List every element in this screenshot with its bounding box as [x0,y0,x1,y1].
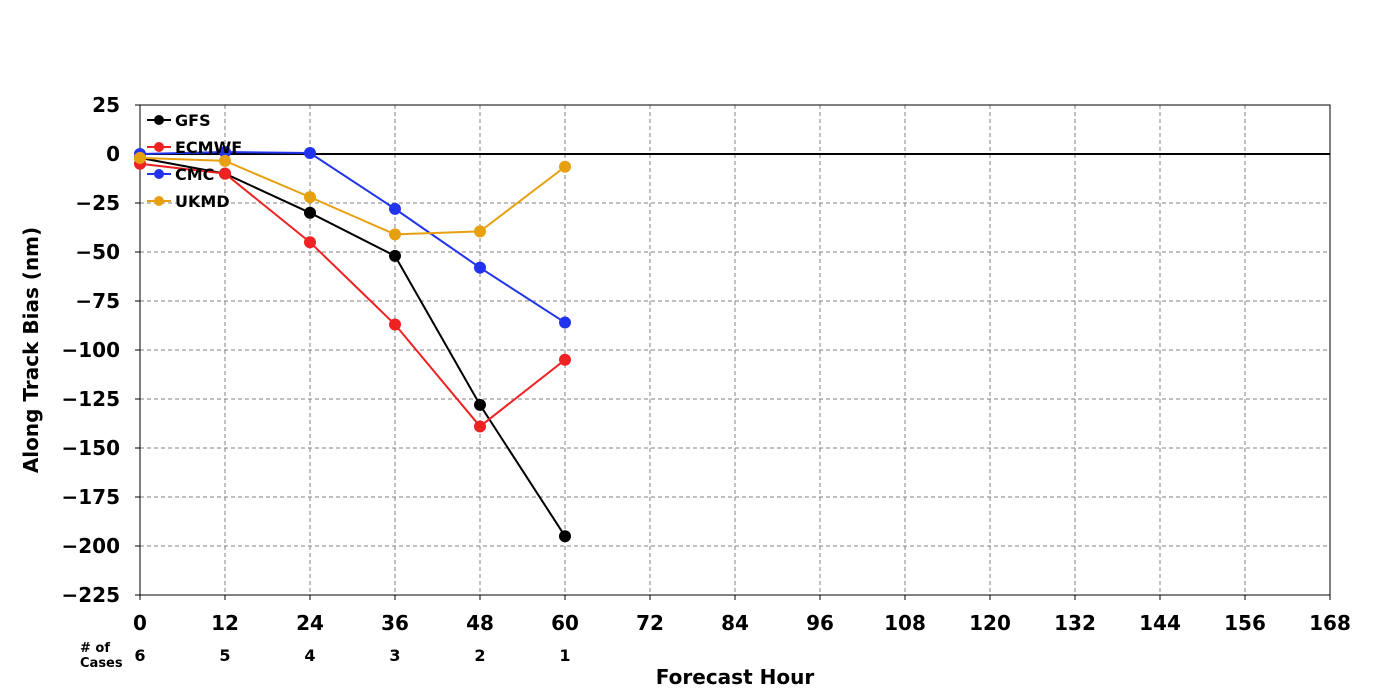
y-tick-label: −25 [75,191,120,215]
case-count: 5 [219,646,230,665]
y-tick-label: 25 [92,93,120,117]
case-count: 3 [389,646,400,665]
data-point-ukmd [219,154,231,167]
y-axis-title: Along Track Bias (nm) [19,227,43,473]
legend-marker-cmc [154,169,164,179]
x-tick-label: 96 [806,611,834,635]
x-tick-label: 156 [1224,611,1266,635]
x-tick-label: 144 [1139,611,1181,635]
cases-header: Cases [80,656,123,671]
series-line-cmc [139,151,566,324]
case-count: 6 [134,646,145,665]
data-point-gfs [474,398,486,411]
x-tick-label: 108 [884,611,926,635]
legend-marker-ukmd [154,196,164,206]
x-tick-label: 120 [969,611,1011,635]
data-point-gfs [389,249,401,262]
data-point-cmc [559,316,571,329]
legend-label-ecmwf: ECMWF [175,138,242,157]
data-point-cmc [389,202,401,215]
data-point-ukmd [304,191,316,204]
legend-label-ukmd: UKMD [175,192,230,211]
data-point-cmc [304,147,316,160]
data-point-ukmd [474,225,486,238]
x-tick-label: 36 [381,611,409,635]
data-point-gfs [559,530,571,543]
x-tick-label: 168 [1309,611,1351,635]
x-tick-label: 12 [211,611,239,635]
data-point-gfs [304,206,316,219]
legend-marker-gfs [154,115,164,125]
y-tick-label: −175 [61,485,120,509]
series-line-ukmd [139,156,566,236]
data-point-ukmd [559,160,571,173]
x-axis-title: Forecast Hour [656,665,815,689]
data-point-ukmd [134,151,146,164]
y-tick-label: −100 [61,338,120,362]
case-count: 4 [304,646,315,665]
x-tick-label: 72 [636,611,664,635]
legend-label-cmc: CMC [175,165,214,184]
x-tick-label: 132 [1054,611,1096,635]
legend-marker-ecmwf [154,142,164,152]
series-line-ecmwf [139,162,566,428]
data-point-ecmwf [304,236,316,249]
y-tick-label: −225 [61,583,120,607]
y-tick-label: −75 [75,289,120,313]
x-tick-label: 84 [721,611,749,635]
y-tick-label: −125 [61,387,120,411]
x-tick-label: 60 [551,611,579,635]
data-point-ukmd [389,228,401,241]
x-tick-label: 48 [466,611,494,635]
y-tick-label: 0 [106,142,120,166]
data-point-ecmwf [219,167,231,180]
data-point-ecmwf [474,420,486,433]
x-tick-label: 24 [296,611,324,635]
y-tick-label: −150 [61,436,120,460]
x-tick-label: 0 [133,611,147,635]
y-tick-label: −200 [61,534,120,558]
data-point-cmc [474,261,486,274]
legend-label-gfs: GFS [175,111,211,130]
data-point-ecmwf [559,353,571,366]
case-count: 1 [559,646,570,665]
data-point-ecmwf [389,318,401,331]
y-tick-label: −50 [75,240,120,264]
case-count: 2 [474,646,485,665]
cases-header: # of [80,641,110,656]
